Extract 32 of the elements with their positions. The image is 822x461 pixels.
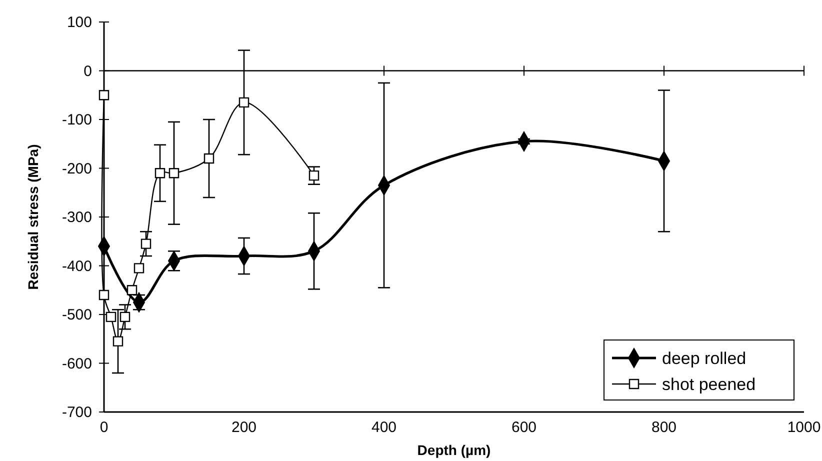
point xyxy=(106,312,116,322)
point xyxy=(134,263,144,274)
y-tick-label: -700 xyxy=(62,404,92,421)
y-tick-label: -400 xyxy=(62,258,92,275)
y-axis-title: Residual stress (MPa) xyxy=(25,144,41,290)
point xyxy=(98,90,110,100)
y-tick-label: -200 xyxy=(62,160,92,178)
y-tick-label: 100 xyxy=(66,14,92,31)
point xyxy=(140,238,152,249)
point xyxy=(308,170,320,181)
x-tick-label: 600 xyxy=(511,419,537,436)
y-tick-label: -100 xyxy=(62,112,92,128)
legend-label: deep rolled xyxy=(662,349,746,368)
y-tick-label: -300 xyxy=(62,209,92,226)
legend-label: shot peened xyxy=(662,375,756,394)
x-tick-label: 1000 xyxy=(787,419,821,436)
x-tick-label: 0 xyxy=(100,419,108,436)
x-tick-label: 800 xyxy=(651,419,677,436)
point xyxy=(204,153,214,164)
point xyxy=(154,168,166,178)
x-axis-title: Depth (µm) xyxy=(417,442,491,458)
x-tick-label: 400 xyxy=(371,419,397,436)
y-tick-label: -600 xyxy=(62,355,92,372)
y-tick-label: 0 xyxy=(84,62,92,80)
point xyxy=(238,97,250,108)
point xyxy=(98,290,110,300)
point xyxy=(126,285,138,296)
point xyxy=(120,312,130,322)
point xyxy=(168,168,180,178)
point xyxy=(112,336,124,346)
y-tick-label: -500 xyxy=(62,306,92,324)
x-tick-label: 200 xyxy=(231,419,257,436)
